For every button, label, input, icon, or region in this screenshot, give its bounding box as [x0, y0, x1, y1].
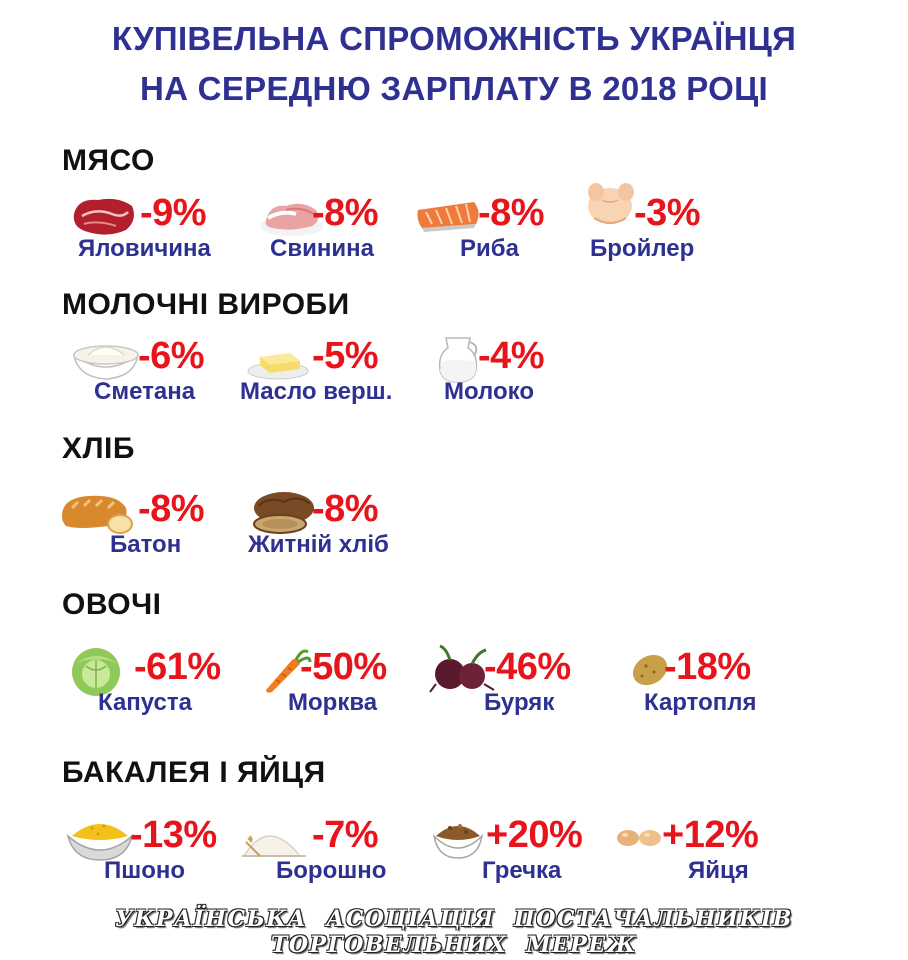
item-label: Молоко	[444, 378, 534, 405]
item-broiler: -3% Бройлер	[580, 176, 780, 262]
item-potato: -18% Картопля	[628, 644, 828, 724]
item-label: Морква	[288, 689, 378, 716]
item-label: Яловичина	[78, 235, 211, 262]
item-rye-bread: -8% Житній хліб	[248, 486, 450, 566]
item-cabbage: -61% Капуста	[66, 642, 266, 722]
percent-change: +20%	[486, 814, 583, 856]
percent-change: -61%	[134, 646, 221, 688]
potato-icon	[632, 654, 668, 686]
section-heading-bread: ХЛІБ	[62, 432, 135, 465]
percent-change: -8%	[478, 192, 545, 234]
cabbage-icon	[72, 648, 120, 696]
carrot-icon	[266, 649, 312, 693]
percent-change: -8%	[138, 488, 205, 530]
item-beef: -9% Яловичина	[68, 190, 268, 270]
beet-icon	[429, 644, 495, 693]
item-sour-cream: -6% Сметана	[70, 333, 270, 413]
percent-change: +12%	[662, 814, 759, 856]
item-eggs: +12% Яйця	[612, 812, 812, 892]
fish-icon	[417, 202, 479, 232]
item-label: Житній хліб	[248, 531, 389, 558]
item-beet: -46% Буряк	[428, 644, 628, 724]
percent-change: -46%	[484, 646, 571, 688]
butter-icon	[247, 353, 309, 380]
item-loaf: -8% Батон	[58, 486, 258, 566]
item-milk: -4% Молоко	[436, 330, 636, 410]
item-label: Буряк	[484, 689, 555, 716]
footer-organization: УКРАЇНСЬКА АСОЦІАЦІЯ ПОСТАЧАЛЬНИКІВ ТОРГ…	[115, 906, 793, 958]
item-fish: -8% Риба	[414, 190, 614, 270]
section-heading-meat: МЯСО	[62, 144, 155, 177]
item-label: Батон	[110, 531, 182, 558]
item-label: Капуста	[98, 689, 192, 716]
item-butter: -5% Масло верш.	[240, 333, 444, 413]
section-heading-vegetables: ОВОЧІ	[62, 588, 162, 621]
percent-change: -7%	[312, 814, 379, 856]
title-line-1: КУПІВЕЛЬНА СПРОМОЖНІСТЬ УКРАЇНЦЯ	[111, 20, 797, 57]
section-heading-dairy: МОЛОЧНІ ВИРОБИ	[62, 288, 350, 321]
item-label: Свинина	[270, 235, 374, 262]
item-label: Риба	[460, 235, 519, 262]
percent-change: -8%	[312, 488, 379, 530]
percent-change: -8%	[312, 192, 379, 234]
item-label: Картопля	[644, 689, 757, 716]
percent-change: -18%	[664, 646, 751, 688]
percent-change: -5%	[312, 335, 379, 377]
percent-change: -4%	[478, 335, 545, 377]
percent-change: -13%	[130, 814, 217, 856]
pork-icon	[260, 203, 324, 236]
item-label: Борошно	[276, 857, 387, 884]
item-label: Масло верш.	[240, 378, 393, 405]
percent-change: -6%	[138, 335, 205, 377]
item-millet: -13% Пшоно	[64, 812, 264, 892]
millet-icon	[66, 824, 134, 861]
item-label: Сметана	[94, 378, 196, 405]
title-line-2: НА СЕРЕДНЮ ЗАРПЛАТУ В 2018 РОЦІ	[139, 70, 769, 107]
item-label: Яйця	[688, 857, 749, 884]
sour-cream-icon	[72, 345, 140, 380]
item-buckwheat: +20% Гречка	[430, 812, 630, 892]
item-label: Гречка	[482, 857, 562, 884]
item-carrot: -50% Морква	[262, 644, 462, 724]
milk-icon	[438, 337, 478, 383]
flour-icon	[242, 835, 306, 857]
section-heading-grocery: БАКАЛЕЯ І ЯЙЦЯ	[62, 756, 326, 789]
eggs-icon	[617, 830, 661, 846]
beef-icon	[73, 198, 134, 235]
percent-change: -3%	[634, 192, 701, 234]
chicken-icon	[588, 183, 634, 224]
item-label: Пшоно	[104, 857, 186, 884]
rye-bread-icon	[253, 492, 314, 534]
buckwheat-icon	[432, 824, 484, 859]
item-flour: -7% Борошно	[238, 812, 438, 892]
loaf-icon	[62, 495, 133, 534]
percent-change: -50%	[300, 646, 387, 688]
item-pork: -8% Свинина	[256, 190, 456, 270]
page-title: КУПІВЕЛЬНА СПРОМОЖНІСТЬ УКРАЇНЦЯ НА СЕРЕ…	[0, 14, 908, 114]
percent-change: -9%	[140, 192, 207, 234]
item-label: Бройлер	[590, 235, 695, 262]
